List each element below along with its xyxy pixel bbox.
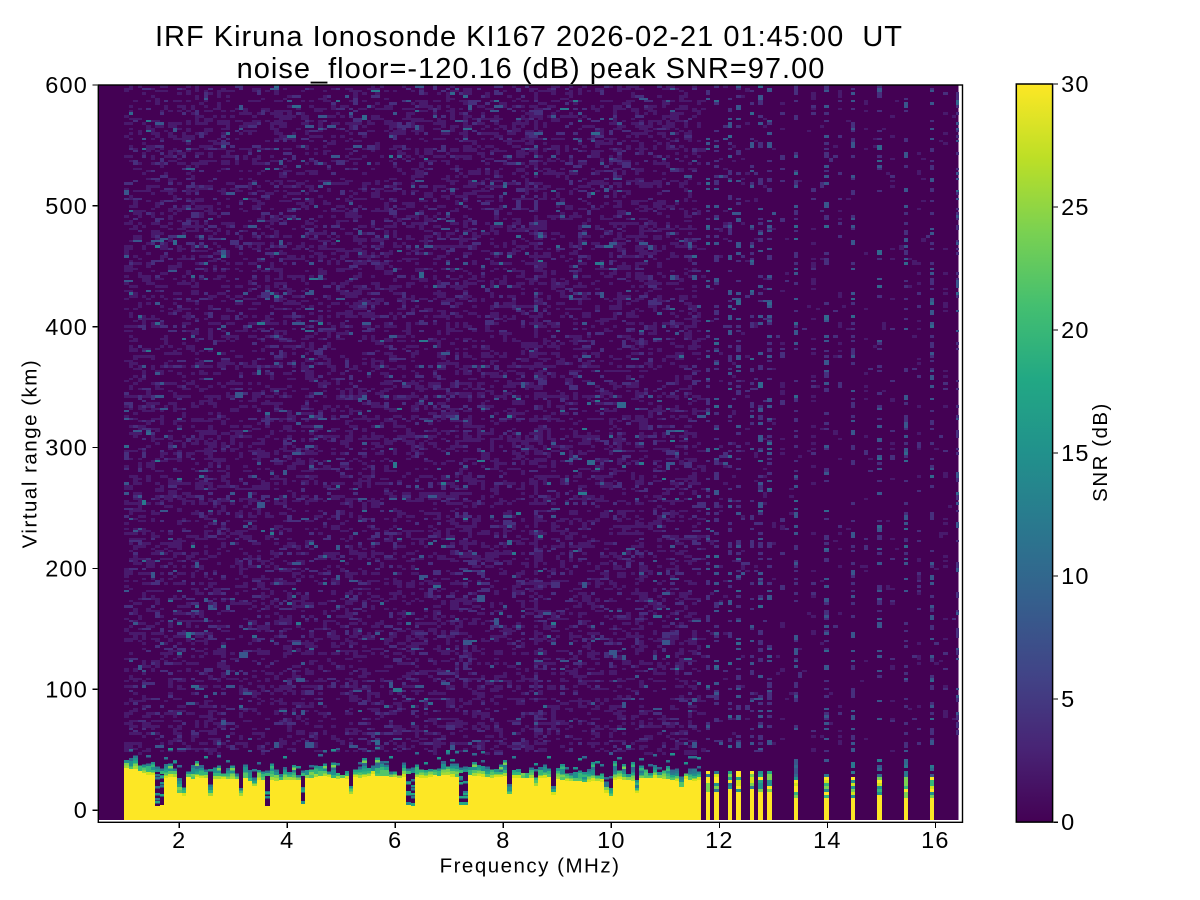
- svg-text:15: 15: [1061, 440, 1090, 466]
- svg-text:4: 4: [280, 827, 294, 853]
- svg-text:10: 10: [597, 827, 626, 853]
- svg-text:Virtual range (km): Virtual range (km): [19, 359, 42, 549]
- svg-text:30: 30: [1061, 71, 1090, 97]
- svg-text:300: 300: [45, 435, 88, 461]
- svg-text:SNR (dB): SNR (dB): [1089, 402, 1112, 502]
- svg-text:200: 200: [45, 556, 88, 582]
- svg-text:5: 5: [1061, 686, 1075, 712]
- svg-text:500: 500: [45, 193, 88, 219]
- svg-text:16: 16: [921, 827, 950, 853]
- svg-text:20: 20: [1061, 317, 1090, 343]
- svg-text:12: 12: [705, 827, 734, 853]
- svg-text:100: 100: [45, 676, 88, 702]
- svg-text:IRF Kiruna Ionosonde KI167 202: IRF Kiruna Ionosonde KI167 2026-02-21 01…: [155, 21, 903, 53]
- svg-text:14: 14: [813, 827, 842, 853]
- svg-text:400: 400: [45, 314, 88, 340]
- svg-text:0: 0: [74, 797, 88, 823]
- svg-text:25: 25: [1061, 194, 1090, 220]
- svg-text:2: 2: [172, 827, 186, 853]
- svg-text:600: 600: [45, 72, 88, 98]
- svg-text:Frequency (MHz): Frequency (MHz): [440, 855, 621, 878]
- svg-text:noise_floor=-120.16 (dB) peak: noise_floor=-120.16 (dB) peak SNR=97.00: [237, 53, 826, 85]
- svg-text:6: 6: [388, 827, 402, 853]
- svg-text:8: 8: [496, 827, 510, 853]
- svg-text:0: 0: [1061, 809, 1075, 835]
- svg-text:10: 10: [1061, 563, 1090, 589]
